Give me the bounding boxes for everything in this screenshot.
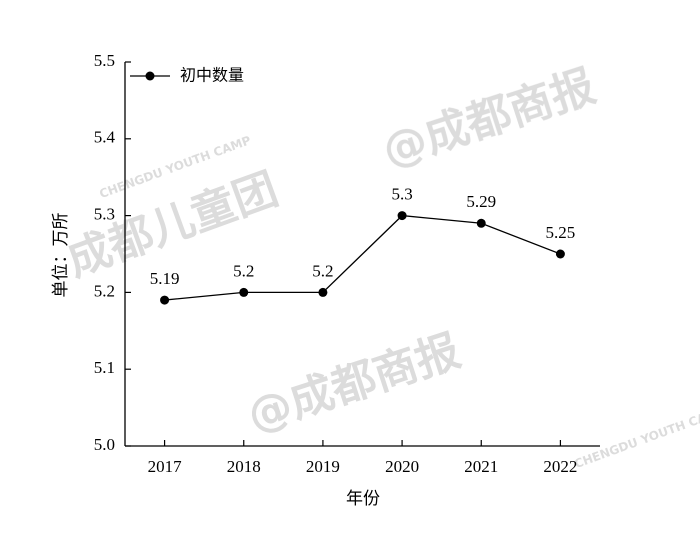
data-label: 5.25: [546, 223, 576, 242]
data-label: 5.3: [391, 185, 412, 204]
x-tick-label: 2022: [543, 457, 577, 476]
data-label: 5.29: [466, 192, 496, 211]
watermark: CHENGDU YOUTH CAMP: [572, 403, 700, 471]
y-axis-title: 单位：万所: [51, 213, 70, 298]
y-tick-label: 5.4: [94, 128, 116, 147]
y-tick-label: 5.0: [94, 435, 115, 454]
point: [160, 295, 170, 305]
y-tick-label: 5.1: [94, 358, 115, 377]
x-tick-label: 2017: [148, 457, 183, 476]
data-label: 5.2: [233, 261, 254, 280]
x-tick-label: 2019: [306, 457, 340, 476]
series-line: [164, 214, 561, 301]
point: [555, 249, 565, 259]
watermark: @成都商报: [241, 325, 466, 441]
x-axis-title: 年份: [346, 489, 380, 508]
point: [476, 218, 486, 228]
point: [318, 287, 328, 297]
y-tick-label: 5.5: [94, 51, 115, 70]
y-tick-label: 5.2: [94, 281, 115, 300]
legend-label: 初中数量: [180, 66, 244, 85]
x-tick-label: 2018: [227, 457, 261, 476]
data-label: 5.19: [150, 269, 180, 288]
point: [397, 211, 407, 221]
y-tick-label: 5.3: [94, 205, 115, 224]
point: [239, 287, 249, 297]
data-label: 5.2: [312, 261, 333, 280]
legend-marker: [145, 71, 155, 81]
watermark-layer: @成都商报 @成都商报 成都儿童团 CHENGDU YOUTH CAMP CHE…: [60, 60, 700, 471]
x-tick-label: 2020: [385, 457, 419, 476]
x-tick-label: 2021: [464, 457, 498, 476]
watermark: @成都商报: [376, 60, 601, 176]
